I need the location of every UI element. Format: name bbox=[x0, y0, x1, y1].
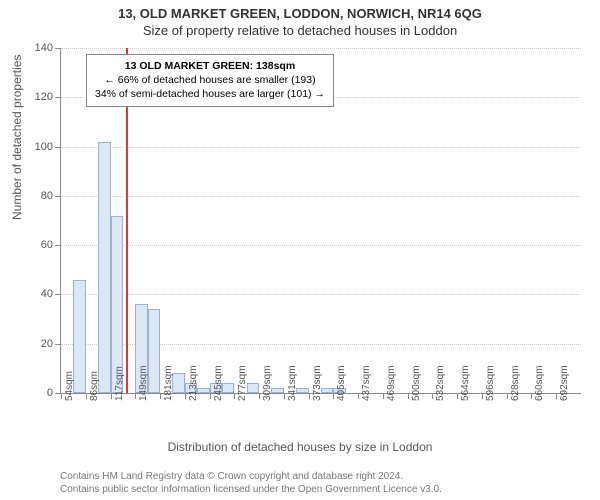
histogram-bar bbox=[172, 373, 184, 393]
x-tick bbox=[111, 393, 112, 399]
x-tick-label: 532sqm bbox=[435, 365, 446, 401]
y-tick bbox=[55, 97, 61, 98]
x-tick-label: 692sqm bbox=[559, 365, 570, 401]
x-tick-label: 54sqm bbox=[64, 371, 75, 401]
x-tick-label: 660sqm bbox=[534, 365, 545, 401]
chart-subtitle: Size of property relative to detached ho… bbox=[0, 21, 600, 38]
x-tick bbox=[383, 393, 384, 399]
y-tick-label: 80 bbox=[23, 190, 53, 202]
x-tick bbox=[61, 393, 62, 399]
x-tick-label: 245sqm bbox=[213, 365, 224, 401]
x-tick-label: 149sqm bbox=[138, 365, 149, 401]
y-tick-label: 100 bbox=[23, 141, 53, 153]
y-axis-label: Number of detached properties bbox=[10, 55, 24, 220]
y-tick bbox=[55, 48, 61, 49]
x-tick bbox=[531, 393, 532, 399]
x-tick-label: 596sqm bbox=[485, 365, 496, 401]
x-tick-label: 628sqm bbox=[510, 365, 521, 401]
x-tick bbox=[309, 393, 310, 399]
chart-title: 13, OLD MARKET GREEN, LODDON, NORWICH, N… bbox=[0, 0, 600, 21]
x-tick bbox=[507, 393, 508, 399]
x-tick-label: 117sqm bbox=[114, 366, 125, 401]
y-tick bbox=[55, 245, 61, 246]
histogram-bar bbox=[247, 383, 259, 393]
x-tick-label: 181sqm bbox=[163, 365, 174, 401]
y-tick bbox=[55, 147, 61, 148]
x-tick bbox=[358, 393, 359, 399]
info-box: 13 OLD MARKET GREEN: 138sqm← 66% of deta… bbox=[86, 54, 334, 107]
x-tick bbox=[185, 393, 186, 399]
x-tick-label: 373sqm bbox=[312, 365, 323, 401]
plot-wrap: 02040608010012014054sqm86sqm117sqm149sqm… bbox=[60, 48, 580, 393]
x-tick bbox=[482, 393, 483, 399]
gridline bbox=[61, 245, 581, 246]
gridline bbox=[61, 147, 581, 148]
x-tick-label: 469sqm bbox=[386, 365, 397, 401]
x-tick-label: 309sqm bbox=[262, 365, 273, 401]
y-tick-label: 20 bbox=[23, 338, 53, 350]
x-tick bbox=[432, 393, 433, 399]
x-tick bbox=[234, 393, 235, 399]
x-tick bbox=[135, 393, 136, 399]
y-tick-label: 60 bbox=[23, 239, 53, 251]
attribution-line2: Contains public sector information licen… bbox=[60, 483, 442, 496]
x-tick bbox=[210, 393, 211, 399]
y-tick-label: 0 bbox=[23, 387, 53, 399]
x-tick-label: 213sqm bbox=[188, 365, 199, 401]
x-tick-label: 437sqm bbox=[361, 365, 372, 401]
gridline bbox=[61, 196, 581, 197]
plot-area: 02040608010012014054sqm86sqm117sqm149sqm… bbox=[60, 48, 581, 394]
x-tick-label: 405sqm bbox=[336, 365, 347, 401]
x-tick-label: 86sqm bbox=[89, 371, 100, 401]
info-line3: 34% of semi-detached houses are larger (… bbox=[95, 87, 325, 101]
histogram-bar bbox=[148, 309, 160, 393]
y-tick-label: 120 bbox=[23, 91, 53, 103]
y-tick bbox=[55, 344, 61, 345]
y-tick bbox=[55, 294, 61, 295]
x-tick bbox=[160, 393, 161, 399]
attribution-line1: Contains HM Land Registry data © Crown c… bbox=[60, 470, 442, 483]
chart-container: 13, OLD MARKET GREEN, LODDON, NORWICH, N… bbox=[0, 0, 600, 500]
x-tick-label: 500sqm bbox=[411, 365, 422, 401]
x-tick-label: 341sqm bbox=[287, 365, 298, 401]
x-tick bbox=[556, 393, 557, 399]
histogram-bar bbox=[98, 142, 110, 393]
x-tick-label: 277sqm bbox=[237, 365, 248, 401]
histogram-bar bbox=[271, 388, 283, 393]
x-tick bbox=[284, 393, 285, 399]
gridline bbox=[61, 48, 581, 49]
y-tick bbox=[55, 196, 61, 197]
y-tick-label: 140 bbox=[23, 42, 53, 54]
x-tick bbox=[259, 393, 260, 399]
x-tick bbox=[408, 393, 409, 399]
x-tick bbox=[333, 393, 334, 399]
info-line1: 13 OLD MARKET GREEN: 138sqm bbox=[95, 59, 325, 73]
y-tick-label: 40 bbox=[23, 288, 53, 300]
x-tick-label: 564sqm bbox=[460, 365, 471, 401]
attribution: Contains HM Land Registry data © Crown c… bbox=[60, 470, 442, 496]
histogram-bar bbox=[197, 388, 209, 393]
gridline bbox=[61, 294, 581, 295]
histogram-bar bbox=[296, 388, 308, 393]
x-tick bbox=[457, 393, 458, 399]
histogram-bar bbox=[73, 280, 85, 393]
info-line2: ← 66% of detached houses are smaller (19… bbox=[95, 73, 325, 87]
x-tick bbox=[86, 393, 87, 399]
x-axis-label: Distribution of detached houses by size … bbox=[0, 440, 600, 454]
